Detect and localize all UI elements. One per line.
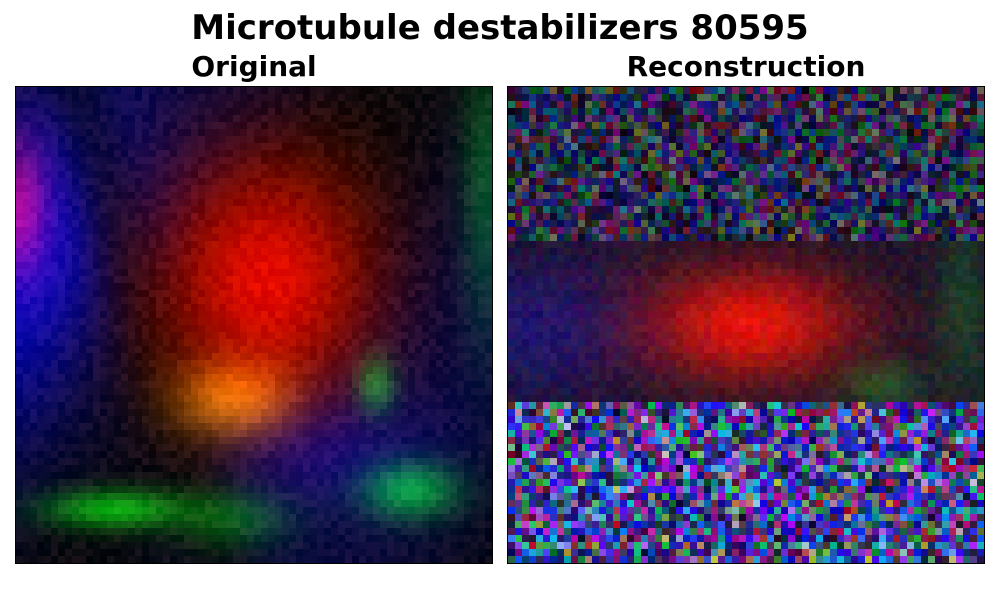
reconstruction-image bbox=[507, 86, 985, 564]
original-image bbox=[15, 86, 493, 564]
reconstruction-image-canvas bbox=[508, 87, 984, 563]
original-panel-title: Original bbox=[191, 50, 317, 83]
figure-title: Microtubule destabilizers 80595 bbox=[191, 8, 809, 48]
reconstruction-panel-title: Reconstruction bbox=[626, 50, 866, 83]
original-image-canvas bbox=[16, 87, 492, 563]
